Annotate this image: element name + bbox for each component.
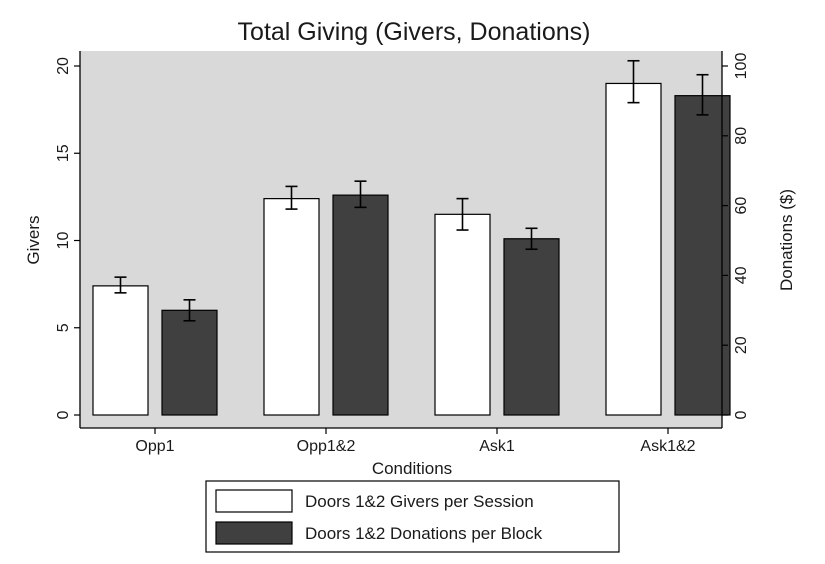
legend-label-donations: Doors 1&2 Donations per Block xyxy=(305,524,543,543)
x-tick-label-2: Opp1&2 xyxy=(297,438,356,455)
axes-layer: Opp1 Opp1&2 Ask1 Ask1&2 0 5 10 15 20 0 20 40 60 80 100 xyxy=(55,51,750,455)
bar-donations-3 xyxy=(503,238,560,416)
error-bar-donations-4 xyxy=(696,73,709,116)
error-bar-donations-2 xyxy=(354,180,367,209)
y-right-tick-label-4: 80 xyxy=(733,127,750,145)
y-right-tick-label-5: 100 xyxy=(733,53,750,80)
bar-donations-4 xyxy=(674,95,731,416)
y-axis-left-title: Givers xyxy=(24,215,43,264)
legend-swatch-donations xyxy=(215,521,293,545)
bar-givers-2 xyxy=(263,198,320,416)
bars-layer xyxy=(92,59,731,416)
legend-swatch-givers xyxy=(215,489,293,513)
y-right-tick-label-1: 20 xyxy=(733,336,750,354)
y-right-tick-label-3: 60 xyxy=(733,197,750,215)
bar-donations-2 xyxy=(332,194,389,416)
x-tick-label-3: Ask1 xyxy=(479,438,515,455)
error-bar-givers-1 xyxy=(114,276,127,294)
x-tick-label-4: Ask1&2 xyxy=(640,438,695,455)
y-left-tick-label-4: 20 xyxy=(55,57,72,75)
x-tick-label-1: Opp1 xyxy=(135,438,174,455)
x-axis-title: Conditions xyxy=(372,459,452,478)
error-bar-donations-1 xyxy=(183,299,196,322)
error-bar-givers-3 xyxy=(456,197,469,231)
error-bar-givers-4 xyxy=(627,59,640,104)
y-left-tick-label-2: 10 xyxy=(55,232,72,250)
chart-title: Total Giving (Givers, Donations) xyxy=(238,18,591,46)
y-left-tick-label-0: 0 xyxy=(55,410,72,419)
y-axis-right-title: Donations ($) xyxy=(777,189,796,291)
bar-donations-1 xyxy=(161,309,218,416)
y-left-tick-label-3: 15 xyxy=(55,144,72,162)
error-bar-givers-2 xyxy=(285,185,298,210)
bar-givers-1 xyxy=(92,285,149,416)
legend: Doors 1&2 Givers per Session Doors 1&2 D… xyxy=(205,480,620,553)
error-bar-donations-3 xyxy=(525,227,538,251)
bar-givers-4 xyxy=(605,82,662,416)
legend-label-givers: Doors 1&2 Givers per Session xyxy=(305,492,534,511)
bar-givers-3 xyxy=(434,213,491,416)
y-right-tick-label-2: 40 xyxy=(733,266,750,284)
y-left-tick-label-1: 5 xyxy=(55,323,72,332)
y-right-tick-label-0: 0 xyxy=(733,410,750,419)
